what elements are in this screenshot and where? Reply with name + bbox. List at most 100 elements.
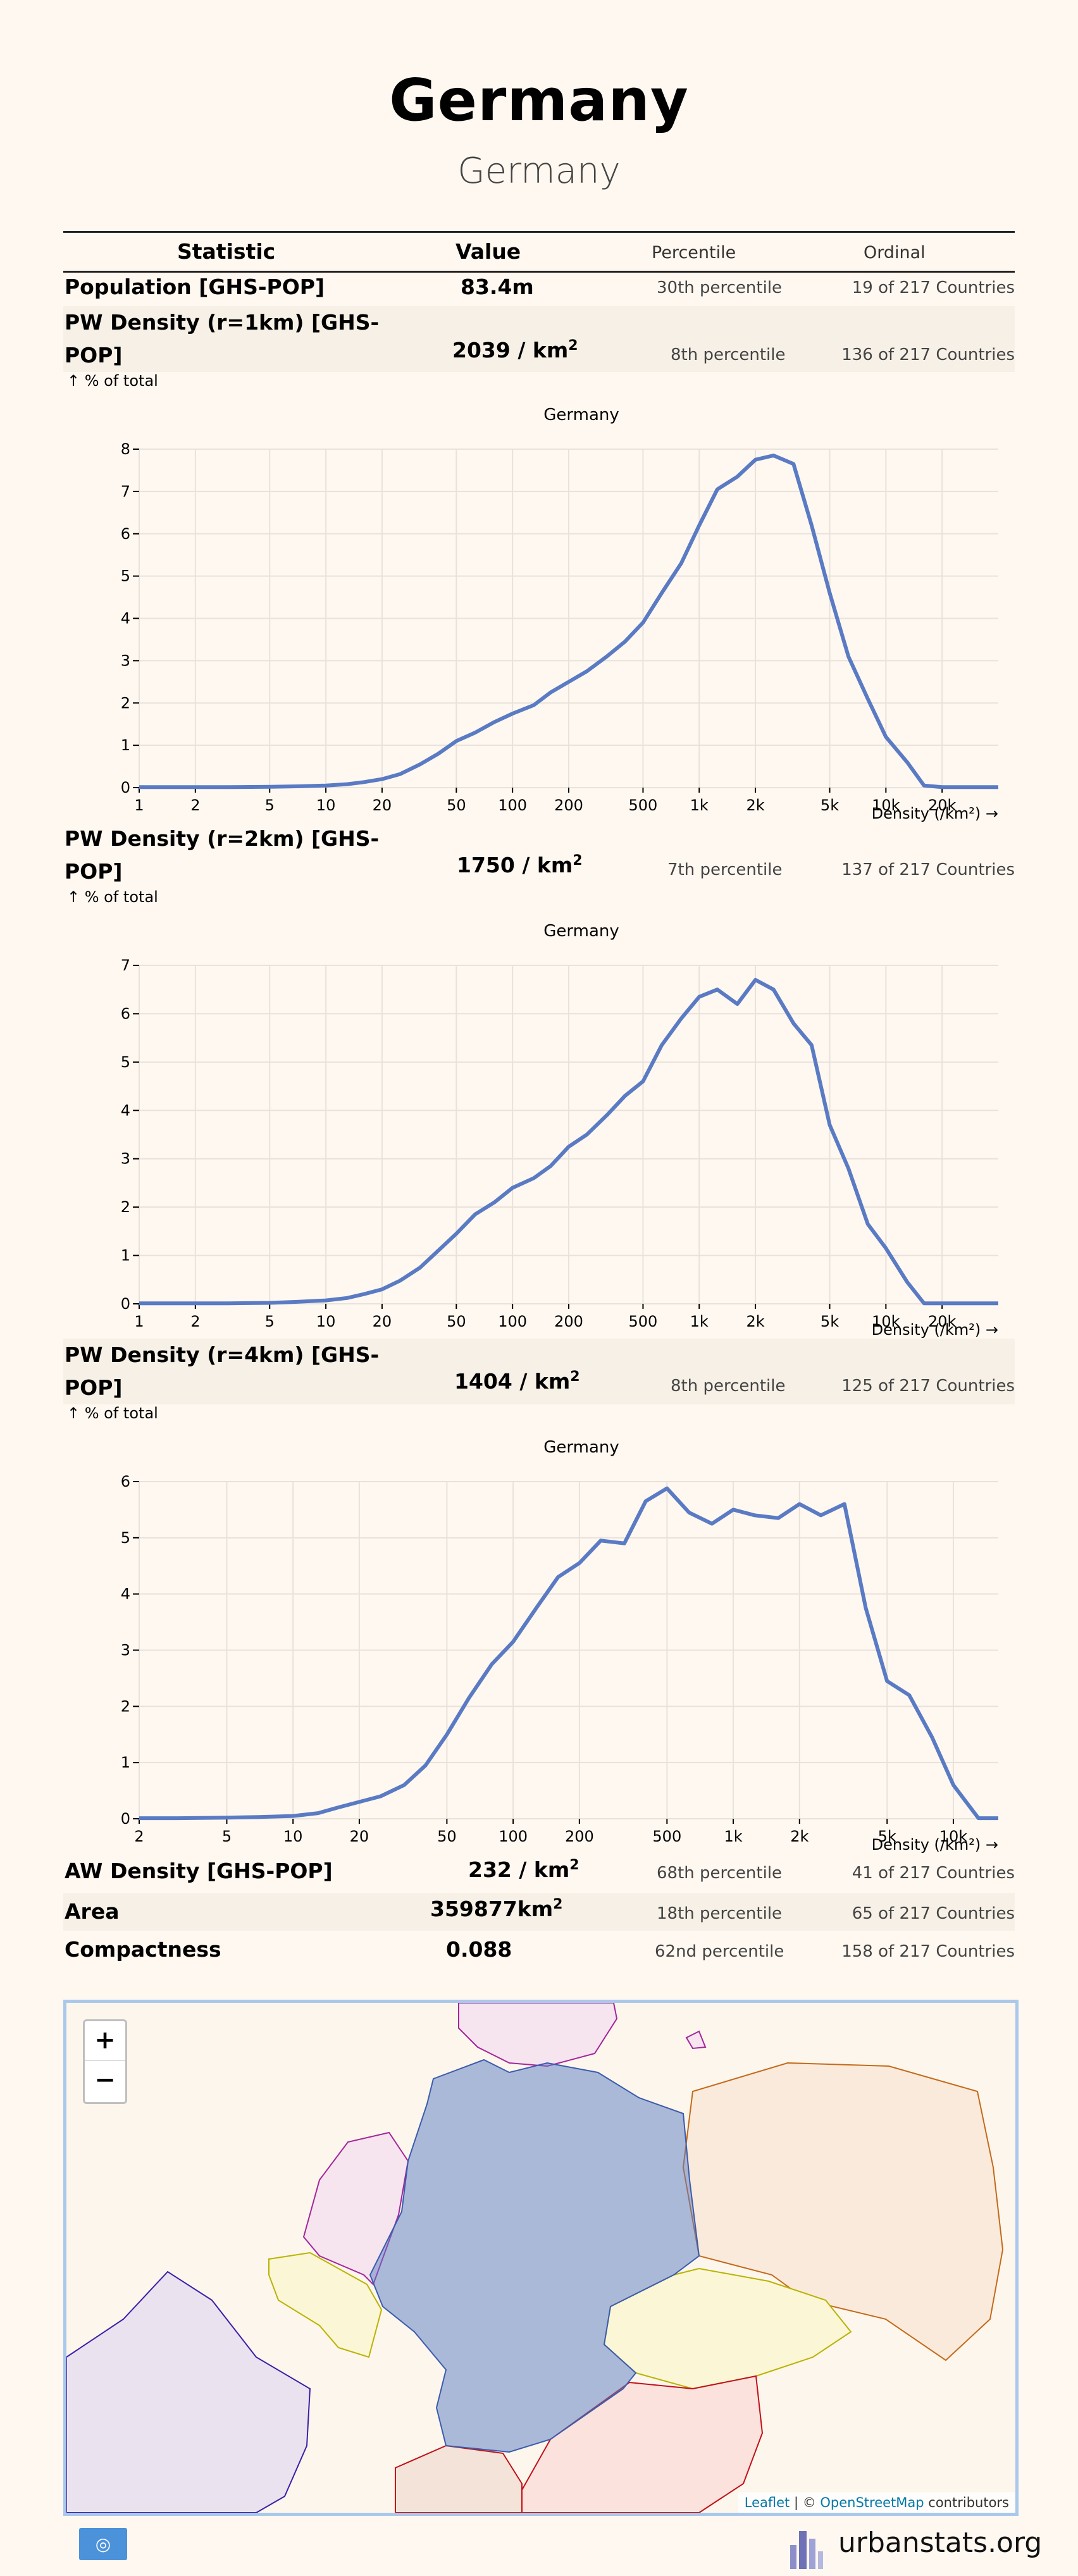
data-point[interactable] <box>639 619 647 626</box>
data-point[interactable] <box>344 1294 351 1302</box>
data-point[interactable] <box>882 1244 889 1252</box>
stat-name[interactable]: Population [GHS-POP] <box>65 275 325 299</box>
stat-ordinal[interactable]: 136 of 217 Countries <box>841 345 1015 364</box>
data-point[interactable] <box>708 1520 716 1528</box>
data-point[interactable] <box>377 1793 385 1800</box>
map-region-netherlands[interactable] <box>302 2131 409 2286</box>
data-point[interactable] <box>678 560 685 567</box>
data-point[interactable] <box>621 1092 629 1099</box>
stat-name-line2[interactable]: POP] <box>65 343 123 368</box>
data-point[interactable] <box>864 695 872 703</box>
data-point[interactable] <box>994 783 1002 791</box>
data-point[interactable] <box>808 1041 815 1049</box>
data-point[interactable] <box>751 1511 759 1519</box>
data-point[interactable] <box>360 1291 368 1298</box>
data-point[interactable] <box>621 638 629 645</box>
data-point[interactable] <box>266 1299 273 1307</box>
data-point[interactable] <box>192 1299 199 1307</box>
map-region-belgium[interactable] <box>268 2251 383 2358</box>
stat-name-line2[interactable]: POP] <box>65 859 123 884</box>
data-point[interactable] <box>314 1809 322 1817</box>
data-point[interactable] <box>422 1762 430 1769</box>
data-point[interactable] <box>530 702 538 709</box>
data-point[interactable] <box>770 986 778 993</box>
data-point[interactable] <box>547 689 554 697</box>
data-point[interactable] <box>397 1277 404 1284</box>
map-region-germany[interactable] <box>369 2059 700 2453</box>
data-point[interactable] <box>266 783 273 791</box>
data-point[interactable] <box>663 1485 671 1492</box>
data-point[interactable] <box>576 1559 583 1567</box>
data-point[interactable] <box>841 1501 848 1508</box>
data-point[interactable] <box>678 1015 685 1022</box>
data-point[interactable] <box>714 486 721 493</box>
map-canvas[interactable] <box>66 2003 1015 2513</box>
stat-ordinal[interactable]: 125 of 217 Countries <box>841 1377 1015 1396</box>
data-point[interactable] <box>509 1638 517 1645</box>
data-point[interactable] <box>938 1299 946 1307</box>
data-point[interactable] <box>994 1299 1002 1307</box>
data-point[interactable] <box>862 1604 870 1612</box>
data-point[interactable] <box>293 783 300 790</box>
data-point[interactable] <box>435 750 442 758</box>
data-point[interactable] <box>225 1299 232 1307</box>
data-point[interactable] <box>826 589 834 597</box>
leaflet-link[interactable]: Leaflet <box>744 2495 790 2510</box>
data-point[interactable] <box>734 1000 741 1008</box>
data-point[interactable] <box>752 976 759 984</box>
data-point[interactable] <box>322 1297 330 1304</box>
data-point[interactable] <box>938 783 946 791</box>
data-point[interactable] <box>452 737 460 745</box>
data-point[interactable] <box>471 729 479 736</box>
data-point[interactable] <box>928 1733 936 1741</box>
data-point[interactable] <box>920 782 928 790</box>
data-point[interactable] <box>826 1121 834 1129</box>
data-point[interactable] <box>443 1731 450 1738</box>
map-region-france[interactable] <box>66 2270 311 2513</box>
data-point[interactable] <box>293 1298 300 1306</box>
data-point[interactable] <box>603 1112 610 1119</box>
zoom-in-button[interactable]: + <box>85 2021 125 2061</box>
data-point[interactable] <box>135 1814 143 1822</box>
data-point[interactable] <box>223 1814 231 1821</box>
data-point[interactable] <box>882 733 889 741</box>
data-point[interactable] <box>400 1781 408 1789</box>
data-point[interactable] <box>397 771 404 778</box>
series-line[interactable] <box>139 977 998 1306</box>
data-point[interactable] <box>957 1299 964 1307</box>
data-point[interactable] <box>356 1798 363 1805</box>
un-flag-icon[interactable]: ◎ <box>79 2528 127 2560</box>
data-point[interactable] <box>378 1285 386 1293</box>
data-point[interactable] <box>225 783 232 791</box>
data-point[interactable] <box>471 1211 479 1218</box>
urbanstats-logo-icon[interactable] <box>788 2520 826 2570</box>
header-statistic[interactable]: Statistic <box>177 239 276 264</box>
stat-ordinal[interactable]: 158 of 217 Countries <box>841 1942 1015 1961</box>
data-point[interactable] <box>976 1299 984 1307</box>
data-point[interactable] <box>621 1540 628 1547</box>
data-point[interactable] <box>658 589 666 597</box>
stat-ordinal[interactable]: 41 of 217 Countries <box>852 1864 1015 1883</box>
stat-name-line2[interactable]: POP] <box>65 1375 123 1400</box>
series-line[interactable] <box>139 1486 998 1821</box>
series-line[interactable] <box>139 454 998 790</box>
data-point[interactable] <box>334 1804 342 1811</box>
stat-ordinal[interactable]: 19 of 217 Countries <box>852 278 1015 297</box>
map-region-switzerland[interactable] <box>395 2444 523 2513</box>
data-point[interactable] <box>845 653 852 660</box>
data-point[interactable] <box>685 1509 693 1516</box>
data-point[interactable] <box>435 1247 442 1254</box>
data-point[interactable] <box>465 1694 473 1702</box>
header-percentile[interactable]: Percentile <box>652 243 736 263</box>
data-point[interactable] <box>734 473 741 481</box>
data-point[interactable] <box>817 1511 825 1519</box>
data-point[interactable] <box>530 1174 538 1182</box>
map-region-poland[interactable] <box>682 2062 1004 2362</box>
data-point[interactable] <box>770 452 778 459</box>
map-region-denmark[interactable] <box>458 2003 618 2067</box>
data-point[interactable] <box>905 1692 913 1699</box>
data-point[interactable] <box>994 1814 1002 1822</box>
stat-name[interactable]: AW Density [GHS-POP] <box>65 1859 333 1883</box>
data-point[interactable] <box>957 783 964 791</box>
stat-name-line1[interactable]: PW Density (r=4km) [GHS- <box>65 1342 380 1367</box>
